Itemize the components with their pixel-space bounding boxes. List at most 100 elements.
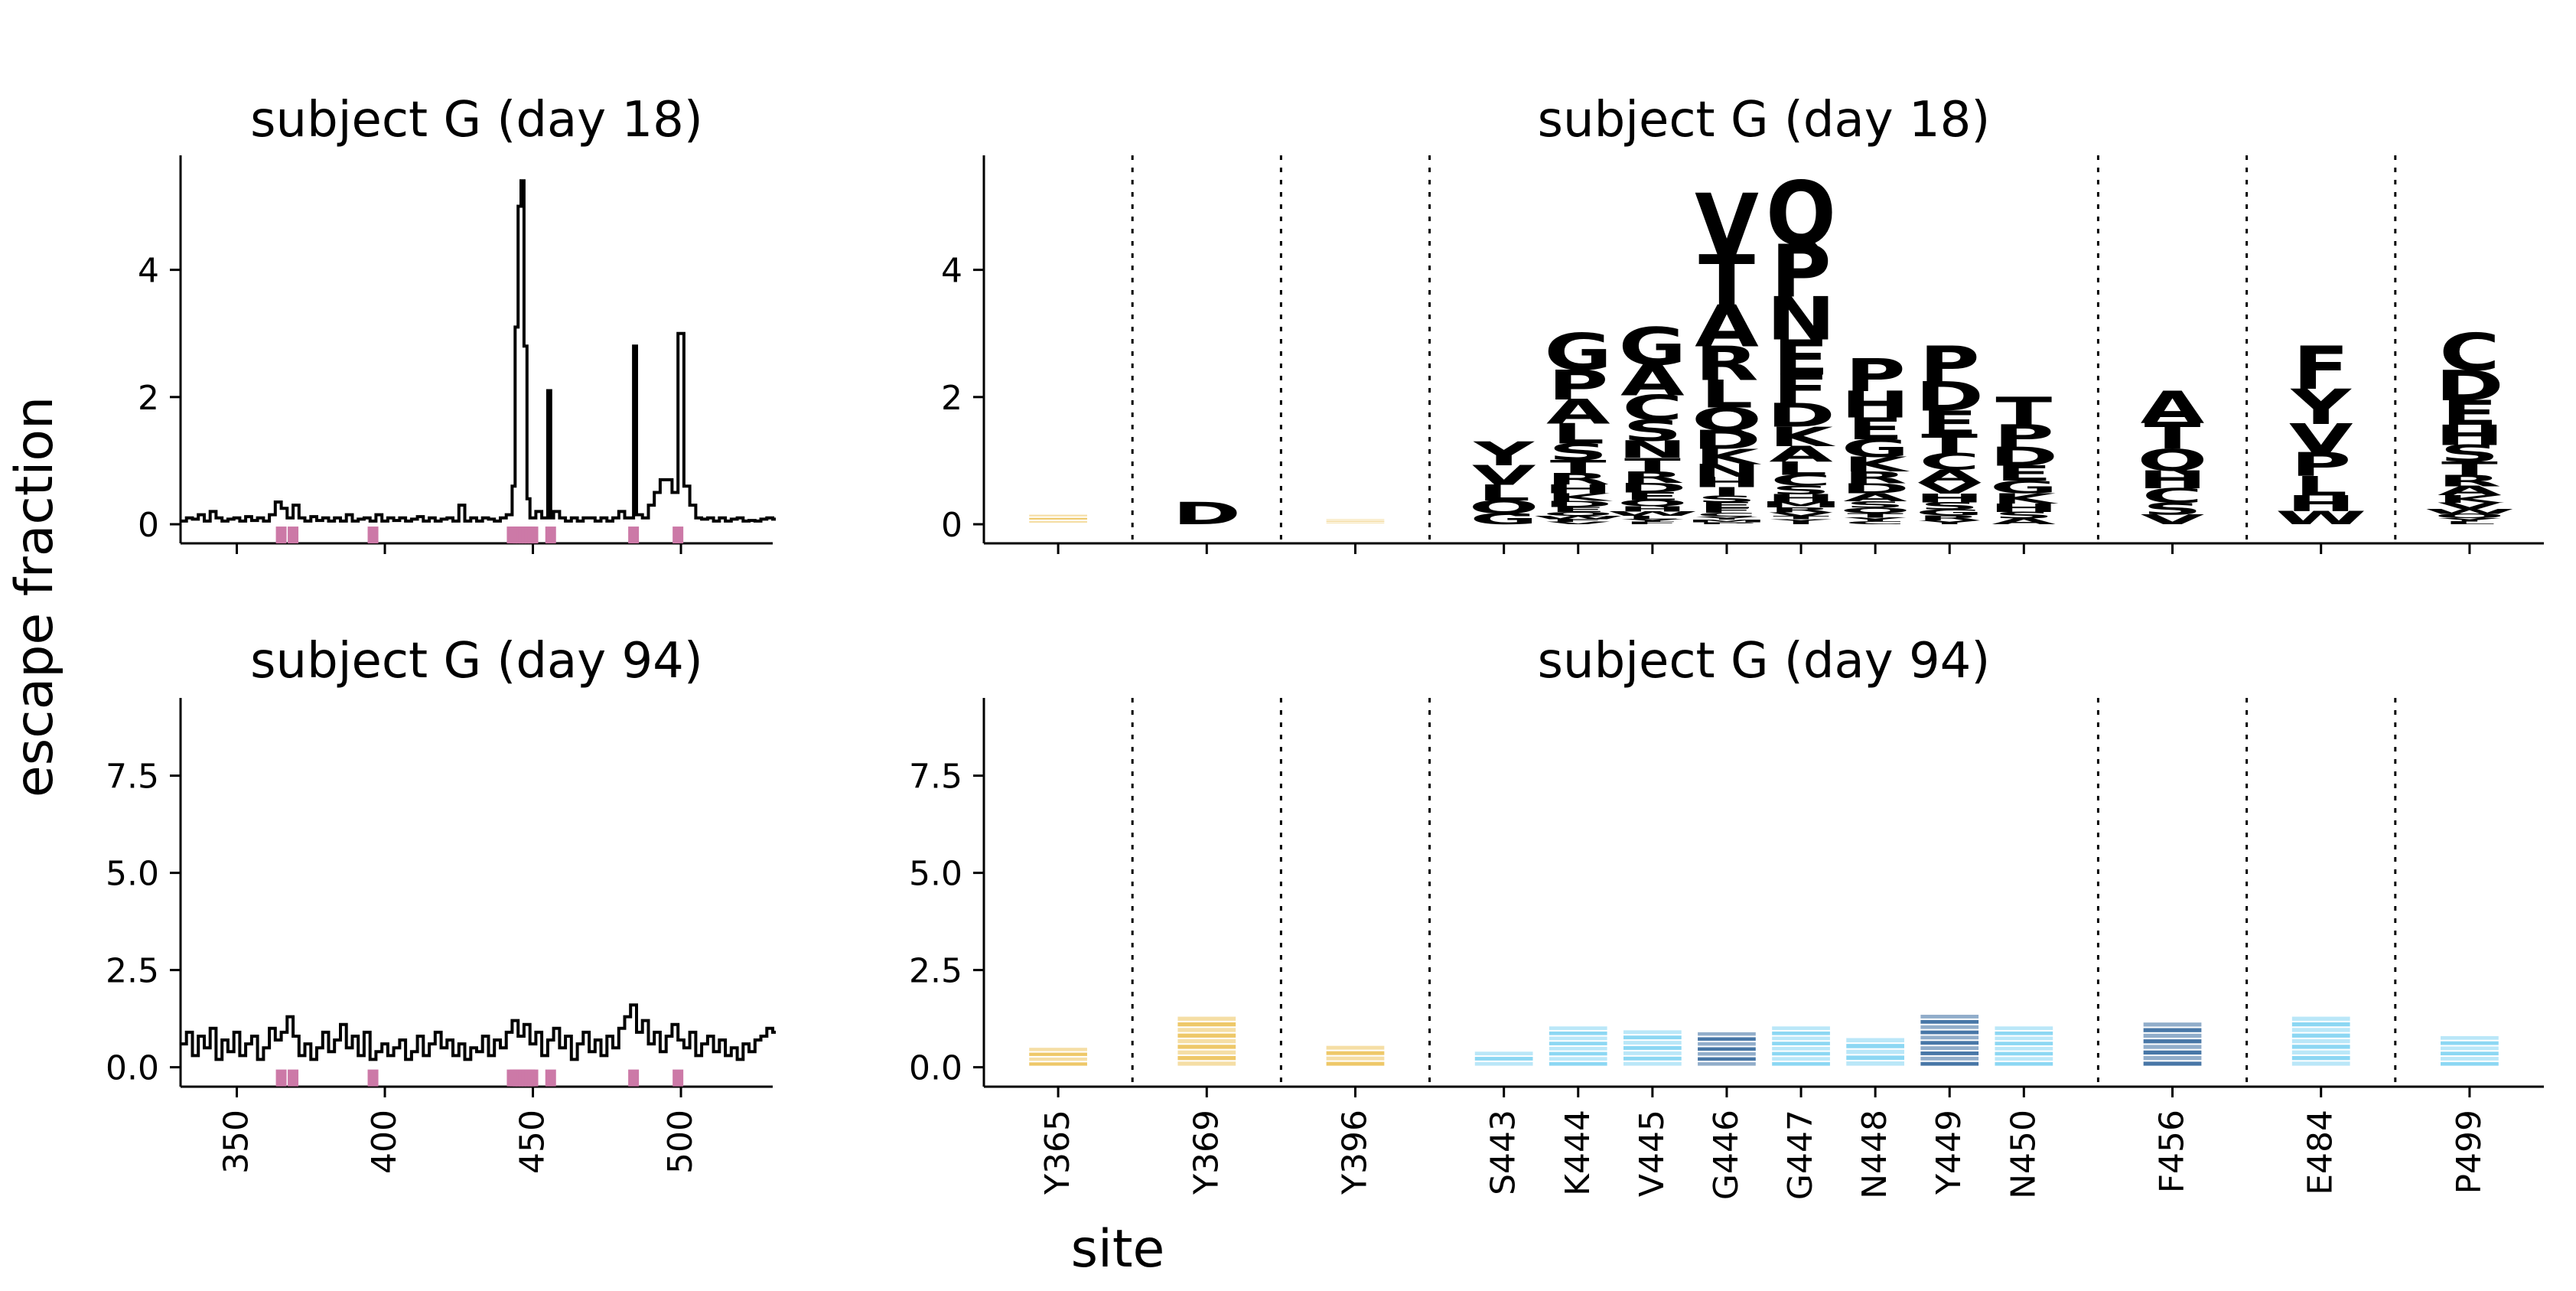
logo-day94-logo-stripe (1995, 1061, 2053, 1066)
logo-day18-logo-letter: W (1607, 510, 1698, 517)
logo-day18-logo-letter: T (1921, 429, 1978, 460)
line-day18-series-line (181, 179, 776, 523)
logo-day18-logo-letter: E (2441, 393, 2498, 432)
logo-day18-logo-letter: C (1622, 388, 1682, 429)
logo-day18-logo-letter: V (1472, 459, 1536, 491)
logo-day18-logo-letter: S (1920, 500, 1979, 512)
logo-day18-logo-stripe (1326, 520, 1385, 522)
logo-day94-logo-stripe (1177, 1045, 1236, 1049)
logo-day18-y-tick-label: 0 (941, 506, 962, 545)
logo-day94-x-tick-label: V445 (1633, 1110, 1672, 1197)
logo-day94-x-tick-label: N450 (2004, 1110, 2043, 1199)
line-day94-x-tick-label: 450 (513, 1110, 552, 1174)
logo-day18-logo-letter: A (2438, 484, 2502, 498)
logo-day94-logo-stripe (2143, 1055, 2202, 1061)
logo-day18-logo-letter: T (1624, 454, 1681, 477)
line-day94-site-marker (367, 1069, 379, 1087)
logo-day94-logo-stripe (1772, 1026, 1830, 1030)
logo-day94-logo-stripe (2143, 1061, 2202, 1066)
logo-day94-logo-stripe (1995, 1046, 2053, 1051)
logo-day94-logo-stripe (1623, 1051, 1682, 1055)
logo-day18-logo-letter: E (1698, 501, 1755, 510)
logo-day18-logo-letter: E (1624, 491, 1681, 503)
logo-day94-x-tick-label: Y449 (1930, 1110, 1969, 1195)
logo-day94-logo-stripe (1920, 1061, 1979, 1066)
logo-day18-logo-letter: D (1841, 481, 1910, 497)
logo-day94-logo-stripe (2441, 1041, 2499, 1045)
logo-day94-logo-stripe (1326, 1056, 1385, 1061)
logo-day94-logo-stripe (2143, 1039, 2202, 1044)
logo-day94-logo-stripe (1474, 1057, 1533, 1061)
logo-day18-logo-letter: V (2289, 416, 2353, 463)
logo-day18-logo-letter: M (1760, 500, 1842, 509)
logo-day94-logo-stripe (1177, 1028, 1236, 1032)
logo-day18-logo-column (1326, 519, 1385, 523)
line-day94-y-tick-label: 5.0 (106, 855, 159, 894)
logo-day94-logo-column (1623, 1030, 1682, 1066)
line-day18-site-marker (672, 527, 684, 544)
logo-day18-logo-letter: A (2141, 382, 2205, 434)
logo-day94-logo-stripe (1177, 1033, 1236, 1038)
logo-day18-logo-letter: Y (1845, 517, 1907, 523)
logo-day18-logo-letter: D (1692, 425, 1761, 455)
logo-day18-logo-letter: I (1711, 484, 1742, 498)
logo-day18-logo-letter: D (1618, 481, 1687, 496)
line-day94-title: subject G (day 94) (250, 633, 703, 690)
logo-day18-logo-letter: A (1695, 293, 1759, 360)
logo-day18-logo-stripe (1029, 520, 1087, 523)
logo-day94-logo-stripe (1920, 1030, 1979, 1035)
logo-day18-logo-letter: S (1771, 483, 1831, 497)
logo-day18-logo-letter: V (1917, 480, 1982, 497)
logo-day18-logo-letter: Y (2290, 379, 2353, 435)
logo-day18-logo-letter: T (1773, 515, 1829, 520)
logo-day94-logo-stripe (1698, 1037, 1756, 1041)
logo-day18-logo-letter: R (1843, 468, 1907, 487)
logo-day94-logo-stripe (2143, 1028, 2202, 1032)
logo-day18-logo-letter: H (1618, 505, 1688, 513)
logo-day18-logo-letter: V (1769, 511, 1833, 517)
logo-day18-logo-letter: K (1546, 491, 1614, 504)
logo-day18-logo-letter: V (2141, 512, 2205, 528)
logo-day94-logo-stripe (2441, 1035, 2499, 1040)
logo-day18-logo-letter: Q (1692, 402, 1762, 438)
logo-day18-logo-letter: G (1842, 434, 1910, 463)
logo-day94-logo-column (1846, 1038, 1905, 1066)
logo-day18-logo-letter: C (2439, 324, 2499, 383)
y-axis-label: escape fraction (5, 396, 65, 797)
logo-day18-logo-letter: D (1544, 499, 1613, 509)
logo-day94-logo-stripe (1177, 1055, 1236, 1061)
logo-day18-logo-letter: Y (1695, 516, 1758, 521)
logo-day18-logo-letter: A (1620, 356, 1685, 406)
logo-day94-logo-stripe (1177, 1038, 1236, 1044)
logo-day18-logo-letter: L (1775, 458, 1828, 479)
logo-day18-logo-letter: R (1918, 514, 1982, 522)
logo-day94-logo-stripe (1549, 1031, 1607, 1035)
line-day94-site-marker (275, 1069, 287, 1087)
logo-day18-logo-letter: E (1921, 404, 1978, 442)
logo-day94-logo-column (1772, 1026, 1830, 1066)
logo-day18-logo-letter: C (1696, 512, 1757, 518)
logo-day94-logo-stripe (1623, 1030, 1682, 1035)
logo-day94-x-tick-label: S443 (1484, 1110, 1523, 1195)
logo-day94-x-tick-label: P499 (2450, 1110, 2489, 1195)
logo-day18-logo-letter: E (1995, 461, 2052, 486)
logo-day94-logo-stripe (1846, 1049, 1905, 1055)
logo-day94-logo-stripe (1474, 1051, 1533, 1056)
logo-day94-logo-stripe (1029, 1062, 1087, 1066)
logo-day18-logo-letter: R (1695, 336, 1758, 391)
logo-day18-logo-letter: H (2286, 491, 2356, 517)
logo-day18-logo-letter: Q (1840, 507, 1910, 515)
logo-day18-logo-letter: T (1847, 512, 1904, 519)
logo-day94-logo-column (2143, 1022, 2202, 1066)
logo-day94-logo-stripe (1698, 1057, 1756, 1061)
logo-day18-logo-letter: F (1624, 521, 1681, 525)
logo-day18-logo-letter: D (1915, 373, 1984, 420)
line-day94-y-tick-label: 7.5 (106, 758, 159, 797)
logo-day94-logo-column (1326, 1045, 1385, 1066)
logo-day94-logo-stripe (2291, 1055, 2350, 1061)
logo-day18-logo-letter: R (2438, 472, 2501, 490)
line-day18-y-tick-label: 4 (138, 252, 159, 291)
logo-day18-logo-letter: D (2435, 362, 2504, 411)
